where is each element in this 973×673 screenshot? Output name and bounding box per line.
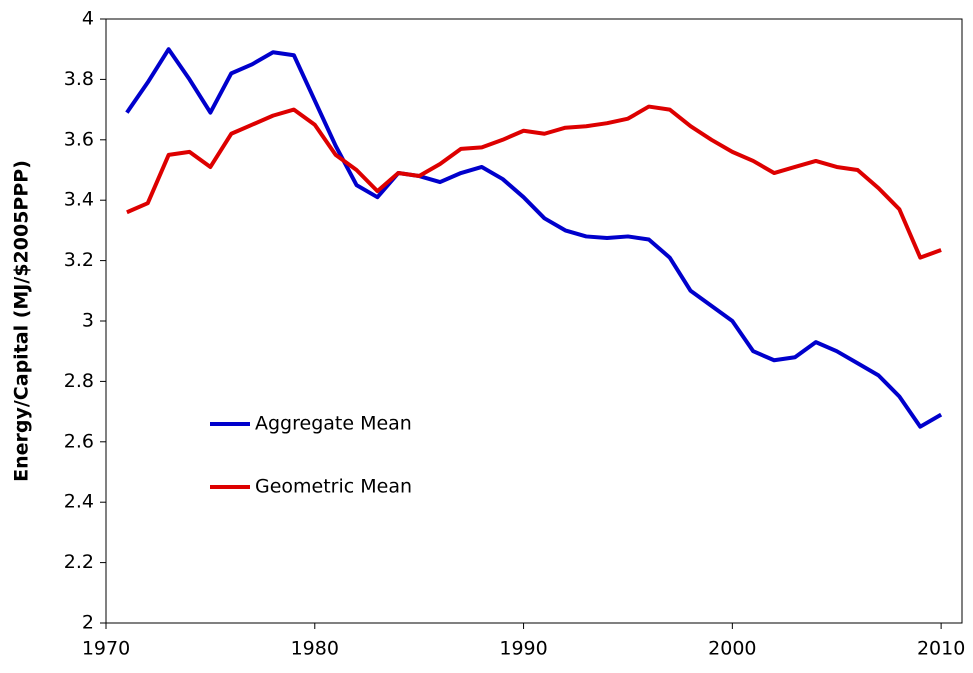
y-tick-label: 2 (82, 612, 94, 634)
y-tick-label: 4 (82, 8, 94, 30)
legend-label: Geometric Mean (255, 476, 412, 498)
series-line (125, 47, 943, 429)
plot-frame (105, 18, 963, 624)
y-tick-label: 2.2 (64, 551, 94, 573)
y-tick-label: 3.4 (64, 189, 94, 211)
legend-label: Aggregate Mean (255, 413, 412, 435)
y-tick-label: 3 (82, 310, 94, 332)
y-tick-label: 3.8 (64, 68, 94, 90)
y-tick-label: 3.2 (64, 249, 94, 271)
series-line (126, 104, 942, 260)
x-tick-label: 1970 (82, 638, 130, 660)
x-tick-label: 1980 (291, 638, 339, 660)
y-tick-label: 2.8 (64, 370, 94, 392)
y-tick-label: 2.4 (64, 491, 94, 513)
x-tick-label: 2000 (708, 638, 756, 660)
y-axis-title: Energy/Capital (MJ/$2005PPP) (11, 160, 33, 482)
x-tick-label: 2010 (917, 638, 965, 660)
y-tick-label: 3.6 (64, 128, 94, 150)
y-tick-label: 2.6 (64, 430, 94, 452)
x-tick-label: 1990 (499, 638, 547, 660)
